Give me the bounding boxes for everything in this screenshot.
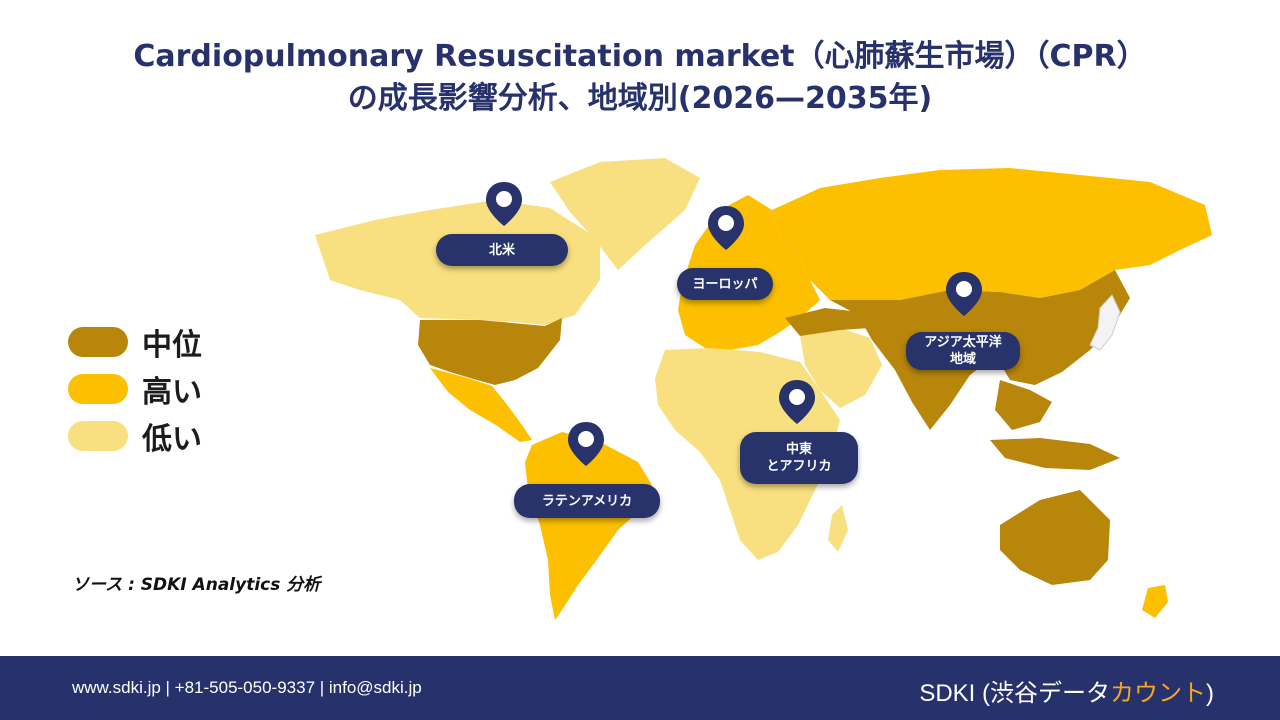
legend-label-high: 高い xyxy=(142,374,202,410)
legend-swatch-low xyxy=(68,420,128,451)
southeast-asia-shape xyxy=(995,380,1052,430)
usa-shape xyxy=(418,318,562,385)
asia-pacific-label: アジア太平洋 地域 xyxy=(906,332,1020,370)
latin-america-pin-icon xyxy=(568,422,604,466)
japan-shape xyxy=(1089,294,1121,351)
page-title: Cardiopulmonary Resuscitation market（心肺蘇… xyxy=(0,36,1280,120)
source-note: ソース : SDKI Analytics 分析 xyxy=(72,575,321,595)
china-shape xyxy=(995,270,1130,385)
middle-east-africa-label: 中東 とアフリカ xyxy=(740,432,858,484)
legend-swatch-medium xyxy=(68,326,128,357)
asia-pacific-label-line-2: 地域 xyxy=(949,352,976,367)
russia-shape xyxy=(772,168,1212,305)
greenland-shape xyxy=(550,158,700,270)
legend-item-medium: 中位 xyxy=(68,318,202,365)
middle-east-africa-label-line-1: 中東 xyxy=(785,442,812,457)
australia-shape xyxy=(1000,490,1110,585)
brand-main: SDKI (渋谷データ xyxy=(919,680,1110,707)
legend-label-medium: 中位 xyxy=(142,327,202,363)
middle-east-africa-label-line-2: とアフリカ xyxy=(766,459,832,474)
indonesia-shape xyxy=(990,438,1120,470)
europe-label: ヨーロッパ xyxy=(677,268,773,300)
brand-accent: カウント xyxy=(1110,680,1206,707)
brand-close: ) xyxy=(1206,680,1214,707)
north-america-label-text: 北米 xyxy=(488,242,515,258)
europe-pin-icon xyxy=(708,206,744,250)
mexico-shape xyxy=(430,368,532,442)
footer-brand: SDKI (渋谷データカウント) xyxy=(919,673,1214,708)
footer-contact[interactable]: www.sdki.jp | +81-505-050-9337 | info@sd… xyxy=(72,678,422,697)
legend-item-low: 低い xyxy=(68,412,202,459)
legend-swatch-high xyxy=(68,373,128,404)
north-america-pin-icon xyxy=(486,182,522,226)
asia-pacific-pin-icon xyxy=(946,272,982,316)
footer: www.sdki.jp | +81-505-050-9337 | info@sd… xyxy=(0,656,1280,720)
legend-item-high: 高い xyxy=(68,365,202,412)
turkey-shape xyxy=(785,308,870,336)
europe-label-text: ヨーロッパ xyxy=(692,276,758,292)
middle-east-africa-pin-icon xyxy=(779,380,815,424)
middle-east-shape xyxy=(800,328,882,408)
title-line-2: の成長影響分析、地域別(2026—2035年) xyxy=(347,81,933,116)
latin-america-label-text: ラテンアメリカ xyxy=(541,493,633,509)
world-map-svg xyxy=(315,158,1212,620)
legend: 中位 高い 低い xyxy=(68,318,202,459)
world-map xyxy=(300,140,1240,630)
south-america-shape xyxy=(525,432,652,620)
legend-label-low: 低い xyxy=(142,421,202,457)
latin-america-label: ラテンアメリカ xyxy=(514,484,660,518)
new-zealand-shape xyxy=(1142,585,1168,618)
madagascar-shape xyxy=(828,505,848,552)
north-america-label: 北米 xyxy=(436,234,568,266)
title-line-1: Cardiopulmonary Resuscitation market（心肺蘇… xyxy=(133,39,1147,74)
asia-pacific-label-line-1: アジア太平洋 xyxy=(924,335,1002,350)
